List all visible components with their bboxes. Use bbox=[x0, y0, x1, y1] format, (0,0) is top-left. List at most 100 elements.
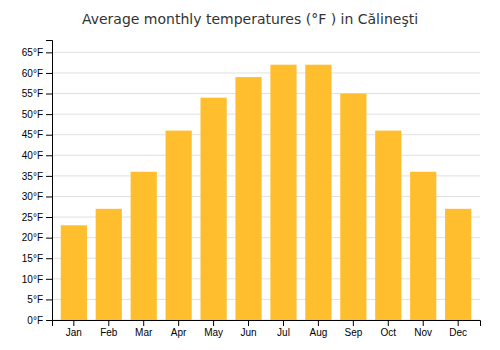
tick-label: 20°F bbox=[22, 232, 43, 243]
tick-label: Apr bbox=[171, 327, 187, 338]
tick-label: 10°F bbox=[22, 274, 43, 285]
tick: 50°F bbox=[22, 109, 52, 120]
plot: 0°F 5°F 10°F 15°F 20°F 25°F 30°F 35°F 40°F 45°F 50… bbox=[22, 41, 481, 339]
tick-label: 45°F bbox=[22, 129, 43, 140]
tick-label: 5°F bbox=[27, 294, 43, 305]
tick-mark bbox=[108, 320, 109, 326]
tick-label: Oct bbox=[381, 327, 397, 338]
x-axis: Jan Feb Mar Apr May Jun Jul Aug Sep Oct Nov Dec bbox=[53, 320, 481, 338]
tick: 45°F bbox=[22, 129, 52, 140]
bar bbox=[375, 131, 401, 320]
bars bbox=[61, 65, 472, 320]
tick-label: Sep bbox=[344, 327, 362, 338]
tick: 20°F bbox=[22, 232, 52, 243]
tick: 0°F bbox=[27, 315, 52, 326]
tick-mark bbox=[46, 155, 52, 156]
bar bbox=[166, 131, 192, 320]
tick: Sep bbox=[344, 320, 362, 338]
tick-label: 60°F bbox=[22, 68, 43, 79]
tick-mark bbox=[46, 279, 52, 280]
tick: 10°F bbox=[22, 274, 52, 285]
grid-line bbox=[52, 134, 480, 135]
tick-mark bbox=[46, 217, 52, 218]
y-axis: 0°F 5°F 10°F 15°F 20°F 25°F 30°F 35°F 40°F 45°F 50… bbox=[22, 41, 53, 326]
grid-line bbox=[52, 114, 480, 115]
bar bbox=[131, 172, 157, 320]
tick: Jun bbox=[240, 320, 256, 338]
tick-mark bbox=[46, 114, 52, 115]
title: Average monthly temperatures (°F ) in Că… bbox=[82, 11, 418, 27]
tick-label: Jul bbox=[277, 327, 290, 338]
tick-mark bbox=[46, 52, 52, 53]
tick: Jan bbox=[66, 320, 82, 338]
tick-label: 65°F bbox=[22, 47, 43, 58]
tick-mark bbox=[143, 320, 144, 326]
tick: 40°F bbox=[22, 150, 52, 161]
bar bbox=[305, 65, 331, 320]
tick: 30°F bbox=[22, 191, 52, 202]
tick: Nov bbox=[414, 320, 432, 338]
tick-label: 35°F bbox=[22, 171, 43, 182]
bar bbox=[270, 65, 296, 320]
tick: May bbox=[204, 320, 223, 338]
tick-label: Mar bbox=[135, 327, 153, 338]
tick: 55°F bbox=[22, 88, 52, 99]
tick: Dec bbox=[449, 320, 467, 338]
tick-label: 55°F bbox=[22, 88, 43, 99]
tick-label: May bbox=[204, 327, 223, 338]
tick-mark bbox=[46, 196, 52, 197]
tick-mark bbox=[73, 320, 74, 326]
tick: Aug bbox=[310, 320, 328, 338]
chart: 0°F 5°F 10°F 15°F 20°F 25°F 30°F 35°F 40°F 45°F 50… bbox=[0, 0, 500, 350]
tick-label: 50°F bbox=[22, 109, 43, 120]
grid-line bbox=[52, 155, 480, 156]
tick-mark bbox=[248, 320, 249, 326]
axis-line bbox=[46, 41, 53, 321]
axis-line bbox=[53, 321, 481, 327]
tick-mark bbox=[46, 176, 52, 177]
grid-line bbox=[52, 93, 480, 94]
tick-mark bbox=[318, 320, 319, 326]
tick: 35°F bbox=[22, 171, 52, 182]
tick: Mar bbox=[135, 320, 153, 338]
tick: 5°F bbox=[27, 294, 52, 305]
bar bbox=[445, 209, 471, 320]
tick-mark bbox=[46, 299, 52, 300]
tick-mark bbox=[388, 320, 389, 326]
tick-label: Jun bbox=[240, 327, 256, 338]
tick-mark bbox=[458, 320, 459, 326]
tick: Jul bbox=[277, 320, 290, 338]
tick-mark bbox=[46, 94, 52, 95]
tick: 65°F bbox=[22, 47, 52, 58]
tick-label: 40°F bbox=[22, 150, 43, 161]
tick: Feb bbox=[100, 320, 118, 338]
tick-mark bbox=[46, 258, 52, 259]
grid-line bbox=[52, 52, 480, 53]
tick-mark bbox=[46, 73, 52, 74]
grid-line bbox=[52, 72, 480, 73]
tick-mark bbox=[46, 238, 52, 239]
tick-label: Dec bbox=[449, 327, 467, 338]
tick-label: Feb bbox=[100, 327, 118, 338]
tick-label: 0°F bbox=[27, 315, 43, 326]
grid bbox=[52, 52, 480, 320]
bar bbox=[340, 94, 366, 320]
bar bbox=[96, 209, 122, 320]
tick: Apr bbox=[171, 320, 187, 338]
tick-label: Aug bbox=[310, 327, 328, 338]
tick-mark bbox=[46, 135, 52, 136]
tick-mark bbox=[213, 320, 214, 326]
tick-label: Jan bbox=[66, 327, 82, 338]
tick-label: 15°F bbox=[22, 253, 43, 264]
tick-label: 30°F bbox=[22, 191, 43, 202]
tick-label: 25°F bbox=[22, 212, 43, 223]
tick-mark bbox=[353, 320, 354, 326]
tick-mark bbox=[283, 320, 284, 326]
tick: 25°F bbox=[22, 212, 52, 223]
tick-label: Nov bbox=[414, 327, 432, 338]
bar bbox=[200, 98, 226, 320]
tick-mark bbox=[178, 320, 179, 326]
tick: Oct bbox=[381, 320, 397, 338]
tick-mark bbox=[423, 320, 424, 326]
tick-mark bbox=[46, 320, 52, 321]
